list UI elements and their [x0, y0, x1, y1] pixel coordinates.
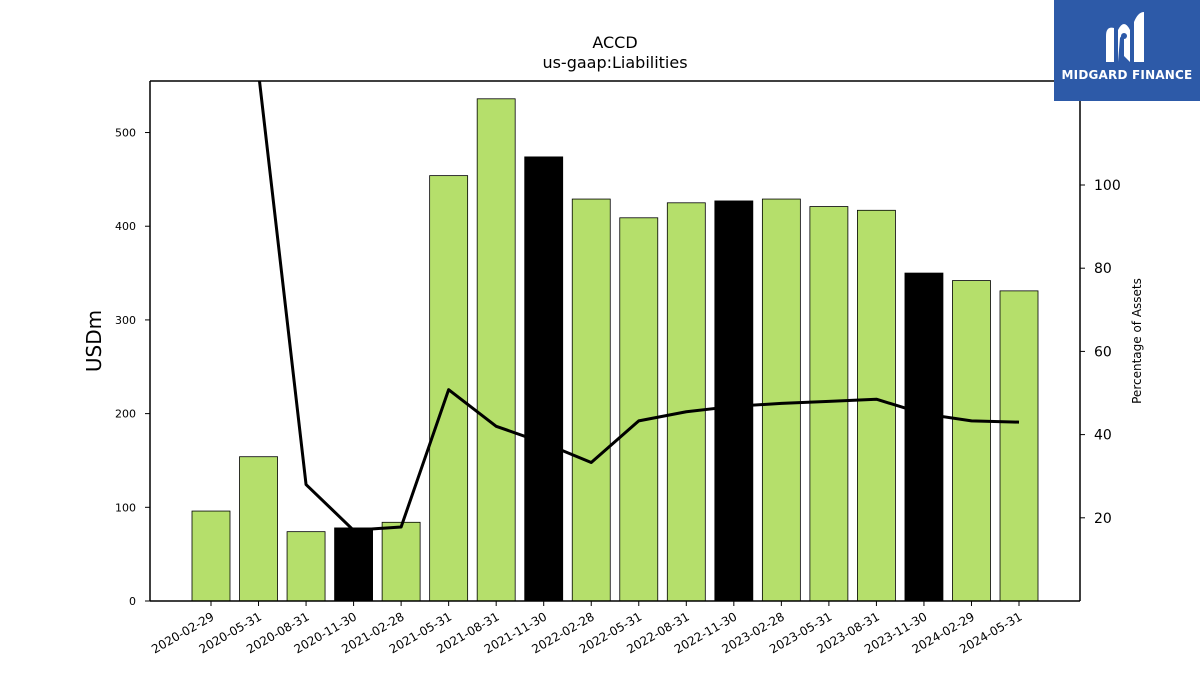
y2-tick-label: 80 — [1094, 261, 1112, 277]
logo: MIDGARD FINANCE — [1054, 0, 1200, 101]
y2-tick-label: 40 — [1094, 428, 1112, 444]
bar-2023-02-28 — [761, 198, 801, 602]
y-tick-label: 300 — [115, 314, 136, 327]
y-tick-label: 100 — [115, 501, 136, 514]
y2-axis-label: Percentage of Assets — [1130, 278, 1144, 404]
bar-2020-11-30 — [334, 527, 373, 602]
bar-2023-05-31 — [809, 206, 849, 602]
y-tick-label: 400 — [115, 220, 136, 233]
bar-2022-02-28 — [571, 198, 611, 602]
bar-2024-02-29 — [952, 280, 991, 602]
bar-2023-08-31 — [857, 209, 896, 602]
line-group — [257, 81, 1020, 532]
chart-subtitle: us-gaap:Liabilities — [542, 53, 687, 72]
logo-text: MIDGARD FINANCE — [1061, 68, 1193, 82]
y-tick-label: 0 — [129, 595, 136, 608]
chart-title: ACCD — [592, 33, 637, 52]
bar-2022-08-31 — [666, 202, 706, 602]
y2-tick-label: 20 — [1094, 511, 1112, 527]
bar-2021-08-31 — [476, 98, 516, 602]
bar-2022-05-31 — [619, 217, 659, 602]
y-axis-label: USDm — [82, 310, 106, 372]
y2-tick-label: 60 — [1094, 344, 1112, 360]
midgard-logo-icon — [1106, 12, 1144, 62]
bar-2023-11-30 — [904, 272, 944, 602]
bar-2020-02-29 — [191, 510, 231, 602]
bar-2020-08-31 — [286, 531, 326, 602]
bar-2022-11-30 — [714, 200, 754, 602]
bar-2021-02-28 — [381, 521, 421, 602]
bar-2020-05-31 — [239, 456, 278, 602]
y-tick-label: 200 — [115, 408, 136, 421]
bar-2024-05-31 — [999, 290, 1039, 602]
bars-group — [191, 98, 1039, 602]
y-tick-label: 500 — [115, 127, 136, 140]
bar-2021-11-30 — [524, 156, 564, 602]
percentage-line — [257, 81, 1020, 532]
y2-tick-label: 100 — [1094, 178, 1121, 194]
